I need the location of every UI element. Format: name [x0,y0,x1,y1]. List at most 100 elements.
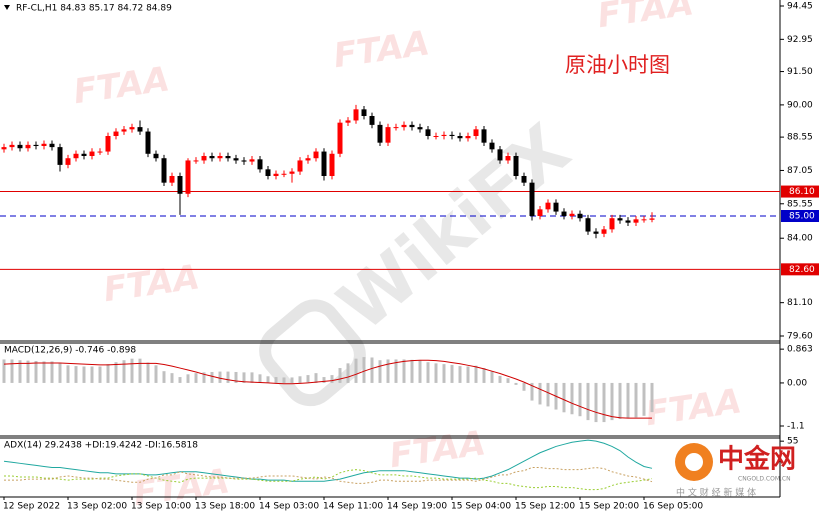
collapse-icon [4,5,10,10]
macd-bar [458,366,462,383]
candle-body [529,182,535,216]
candle-body [513,156,519,176]
candle-body [609,218,615,230]
candle-body [505,156,511,161]
candle-body [417,127,423,130]
level-label: 82.60 [789,265,815,275]
adx-header: ADX(14) 29.2438 +DI:19.4242 -DI:16.5818 [4,441,198,451]
candle-body [185,160,191,194]
candle-body [57,147,63,165]
x-tick-label: 15 Sep 04:00 [451,502,511,512]
x-tick-label: 14 Sep 11:00 [323,502,383,512]
candle-body [241,160,247,162]
logo-site: CNGOLD.COM.CN [738,476,791,483]
candle-body [105,136,111,152]
macd-bar [610,382,614,421]
macd-bar [434,363,438,383]
macd-bar [410,359,414,383]
macd-bar [218,371,222,383]
macd-bar [138,358,142,383]
candle-body [161,158,167,183]
candle-body [569,213,575,216]
y-tick-label: 94.45 [787,2,813,12]
macd-bar [58,363,62,383]
macd-bar [210,371,214,383]
candle-body [297,160,303,172]
candle-body [249,159,255,162]
candle-body [481,129,487,143]
candle-body [465,136,471,139]
macd-bar [98,366,102,383]
macd-bar [402,359,406,383]
macd-bar [506,378,510,383]
candle-body [217,156,223,159]
candle-body [633,219,639,223]
macd-bar [234,371,238,383]
candle-body [113,131,119,136]
macd-bar [482,368,486,383]
macd-bar [290,377,294,383]
macd-bar [170,373,174,383]
macd-bar [546,382,550,407]
candle-body [409,124,415,128]
macd-bar [602,382,606,423]
candle-body [521,176,527,183]
y-tick-label: 91.50 [787,67,813,77]
candle-body [89,151,95,156]
candle-body [73,153,79,159]
y-tick-label: 81.10 [787,298,813,308]
logo-icon-inner [685,453,703,471]
macd-bar [10,359,14,383]
macd-bar [538,382,542,405]
macd-bar [394,359,398,383]
macd-bar [42,361,46,383]
macd-bar [74,366,78,383]
candle-body [377,124,383,143]
candle-body [553,202,559,212]
candle-body [305,158,311,161]
candle-body [193,160,199,162]
logo-subtitle: 中 文 财 经 新 媒 体 [676,487,756,499]
macd-bar [162,371,166,383]
candle-body [537,209,543,216]
level-label: 85.00 [789,212,815,222]
macd-bar [298,376,302,383]
macd-bar [642,382,646,416]
macd-bar [578,382,582,417]
indicator-line [4,469,653,491]
macd-bar [330,375,334,383]
macd-bar [258,374,262,383]
candle-body [313,151,319,159]
level-label-box [781,185,819,198]
macd-bar [594,382,598,423]
macd-bar [490,371,494,383]
candle-body [81,153,87,156]
macd-bar [370,357,374,383]
y-tick-label: 55 [787,437,798,447]
x-tick-label: 12 Sep 2022 [3,502,60,512]
macd-bar [130,358,134,383]
candle-body [129,127,135,130]
y-tick-label: 90.00 [787,100,813,110]
y-tick-label: 87.05 [787,166,813,176]
macd-bar [226,371,230,383]
candle-body [593,231,599,234]
macd-bar [194,373,198,383]
candle-body [489,142,495,150]
y-tick-label: 0.863 [787,345,813,355]
y-tick-label: -1.1 [787,421,805,431]
macd-bar [530,382,534,401]
x-tick-label: 13 Sep 18:00 [195,502,255,512]
macd-bar [202,372,206,383]
candle-body [649,218,655,220]
candle-body [265,169,271,176]
candle-body [97,151,103,153]
macd-bar [522,382,526,391]
candle-body [201,156,207,161]
macd-bar [570,382,574,415]
x-tick-label: 13 Sep 10:00 [131,502,191,512]
candle-body [385,127,391,143]
candle-body [25,144,31,149]
macd-bar [66,365,70,383]
macd-bar [354,358,358,383]
